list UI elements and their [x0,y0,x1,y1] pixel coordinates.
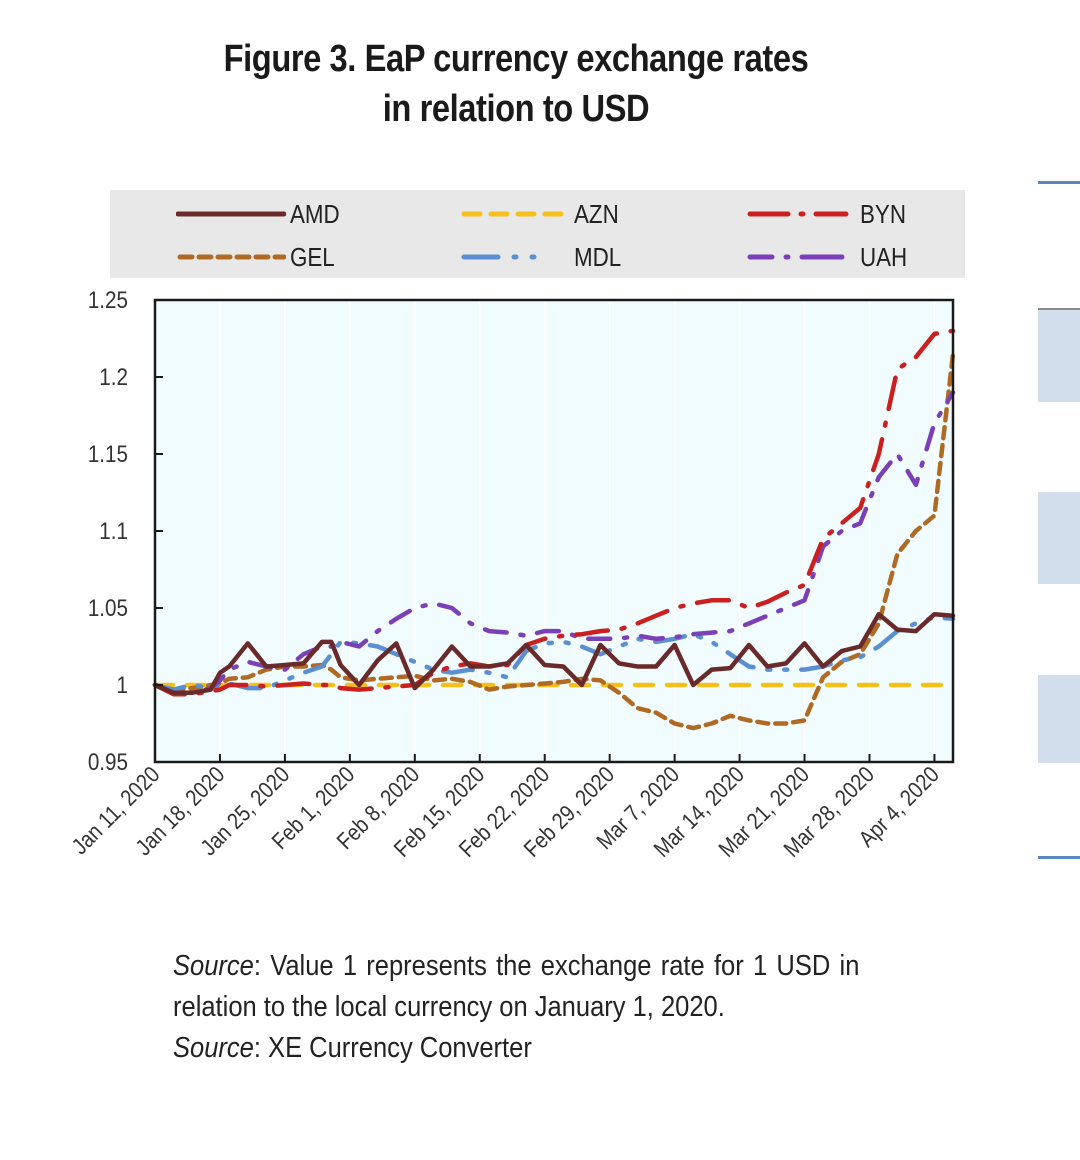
legend-item-gel: GEL [176,242,342,272]
series-line-byn [152,328,956,697]
figure-notes: Source: Value 1 represents the exchange … [173,946,859,1069]
legend-label-gel: GEL [290,241,335,272]
legend-item-azn: AZN [460,199,626,229]
series-layer [152,328,956,731]
legend-swatch-uah [747,254,856,260]
legend-label-amd: AMD [290,198,340,229]
figure-title-line2: in relation to USD [382,88,650,130]
legend-swatch-byn [747,211,856,217]
note-label: Source [173,950,254,982]
y-tick-label: 1 [117,672,128,699]
series-line-uah [152,390,956,695]
legend-item-amd: AMD [176,199,348,229]
source-label: Source [173,1032,254,1064]
legend-item-uah: UAH [746,242,915,272]
figure-title-line1: Figure 3. EaP currency exchange rates [223,38,809,80]
y-tick-label: 1.05 [88,595,128,622]
y-tick-label: 1.1 [99,518,128,545]
source-paragraph: Source: XE Currency Converter [173,1028,789,1069]
adjacent-row-2 [1038,492,1080,584]
legend-item-byn: BYN [746,199,913,229]
adjacent-divider-top [1038,181,1080,184]
adjacent-row-3 [1038,675,1080,763]
y-tick-label: 1.25 [88,287,128,314]
legend-label-uah: UAH [860,241,908,272]
legend-swatch-mdl [461,254,570,260]
legend-swatch-amd [176,211,286,217]
figure-title: Figure 3. EaP currency exchange rates in… [72,34,960,134]
y-axis: 0.95 1 1.05 1.1 1.15 1.2 1.25 [88,287,163,776]
y-tick-label: 0.95 [88,749,128,776]
note-paragraph: Source: Value 1 represents the exchange … [173,946,859,1028]
chart-legend: AMD AZN BYN GEL MDL UAH [110,190,965,278]
adjacent-divider-bottom [1038,856,1080,859]
y-tick-label: 1.15 [88,441,128,468]
source-text: : XE Currency Converter [253,1032,532,1064]
legend-label-mdl: MDL [574,241,622,272]
legend-swatch-gel [177,254,286,260]
adjacent-header-rule [1038,308,1080,310]
series-line-gel [152,351,956,731]
legend-label-azn: AZN [574,198,619,229]
legend-item-mdl: MDL [460,242,629,272]
line-chart: 0.95 1 1.05 1.1 1.15 1.2 1.25 Jan 11, 2020Jan … [67,287,956,862]
adjacent-row-1 [1038,310,1080,402]
note-text: : Value 1 represents the exchange rate f… [173,950,860,1023]
legend-swatch-azn [461,211,570,217]
series-line-amd [152,611,956,695]
legend-label-byn: BYN [860,198,906,229]
y-tick-label: 1.2 [99,364,128,391]
